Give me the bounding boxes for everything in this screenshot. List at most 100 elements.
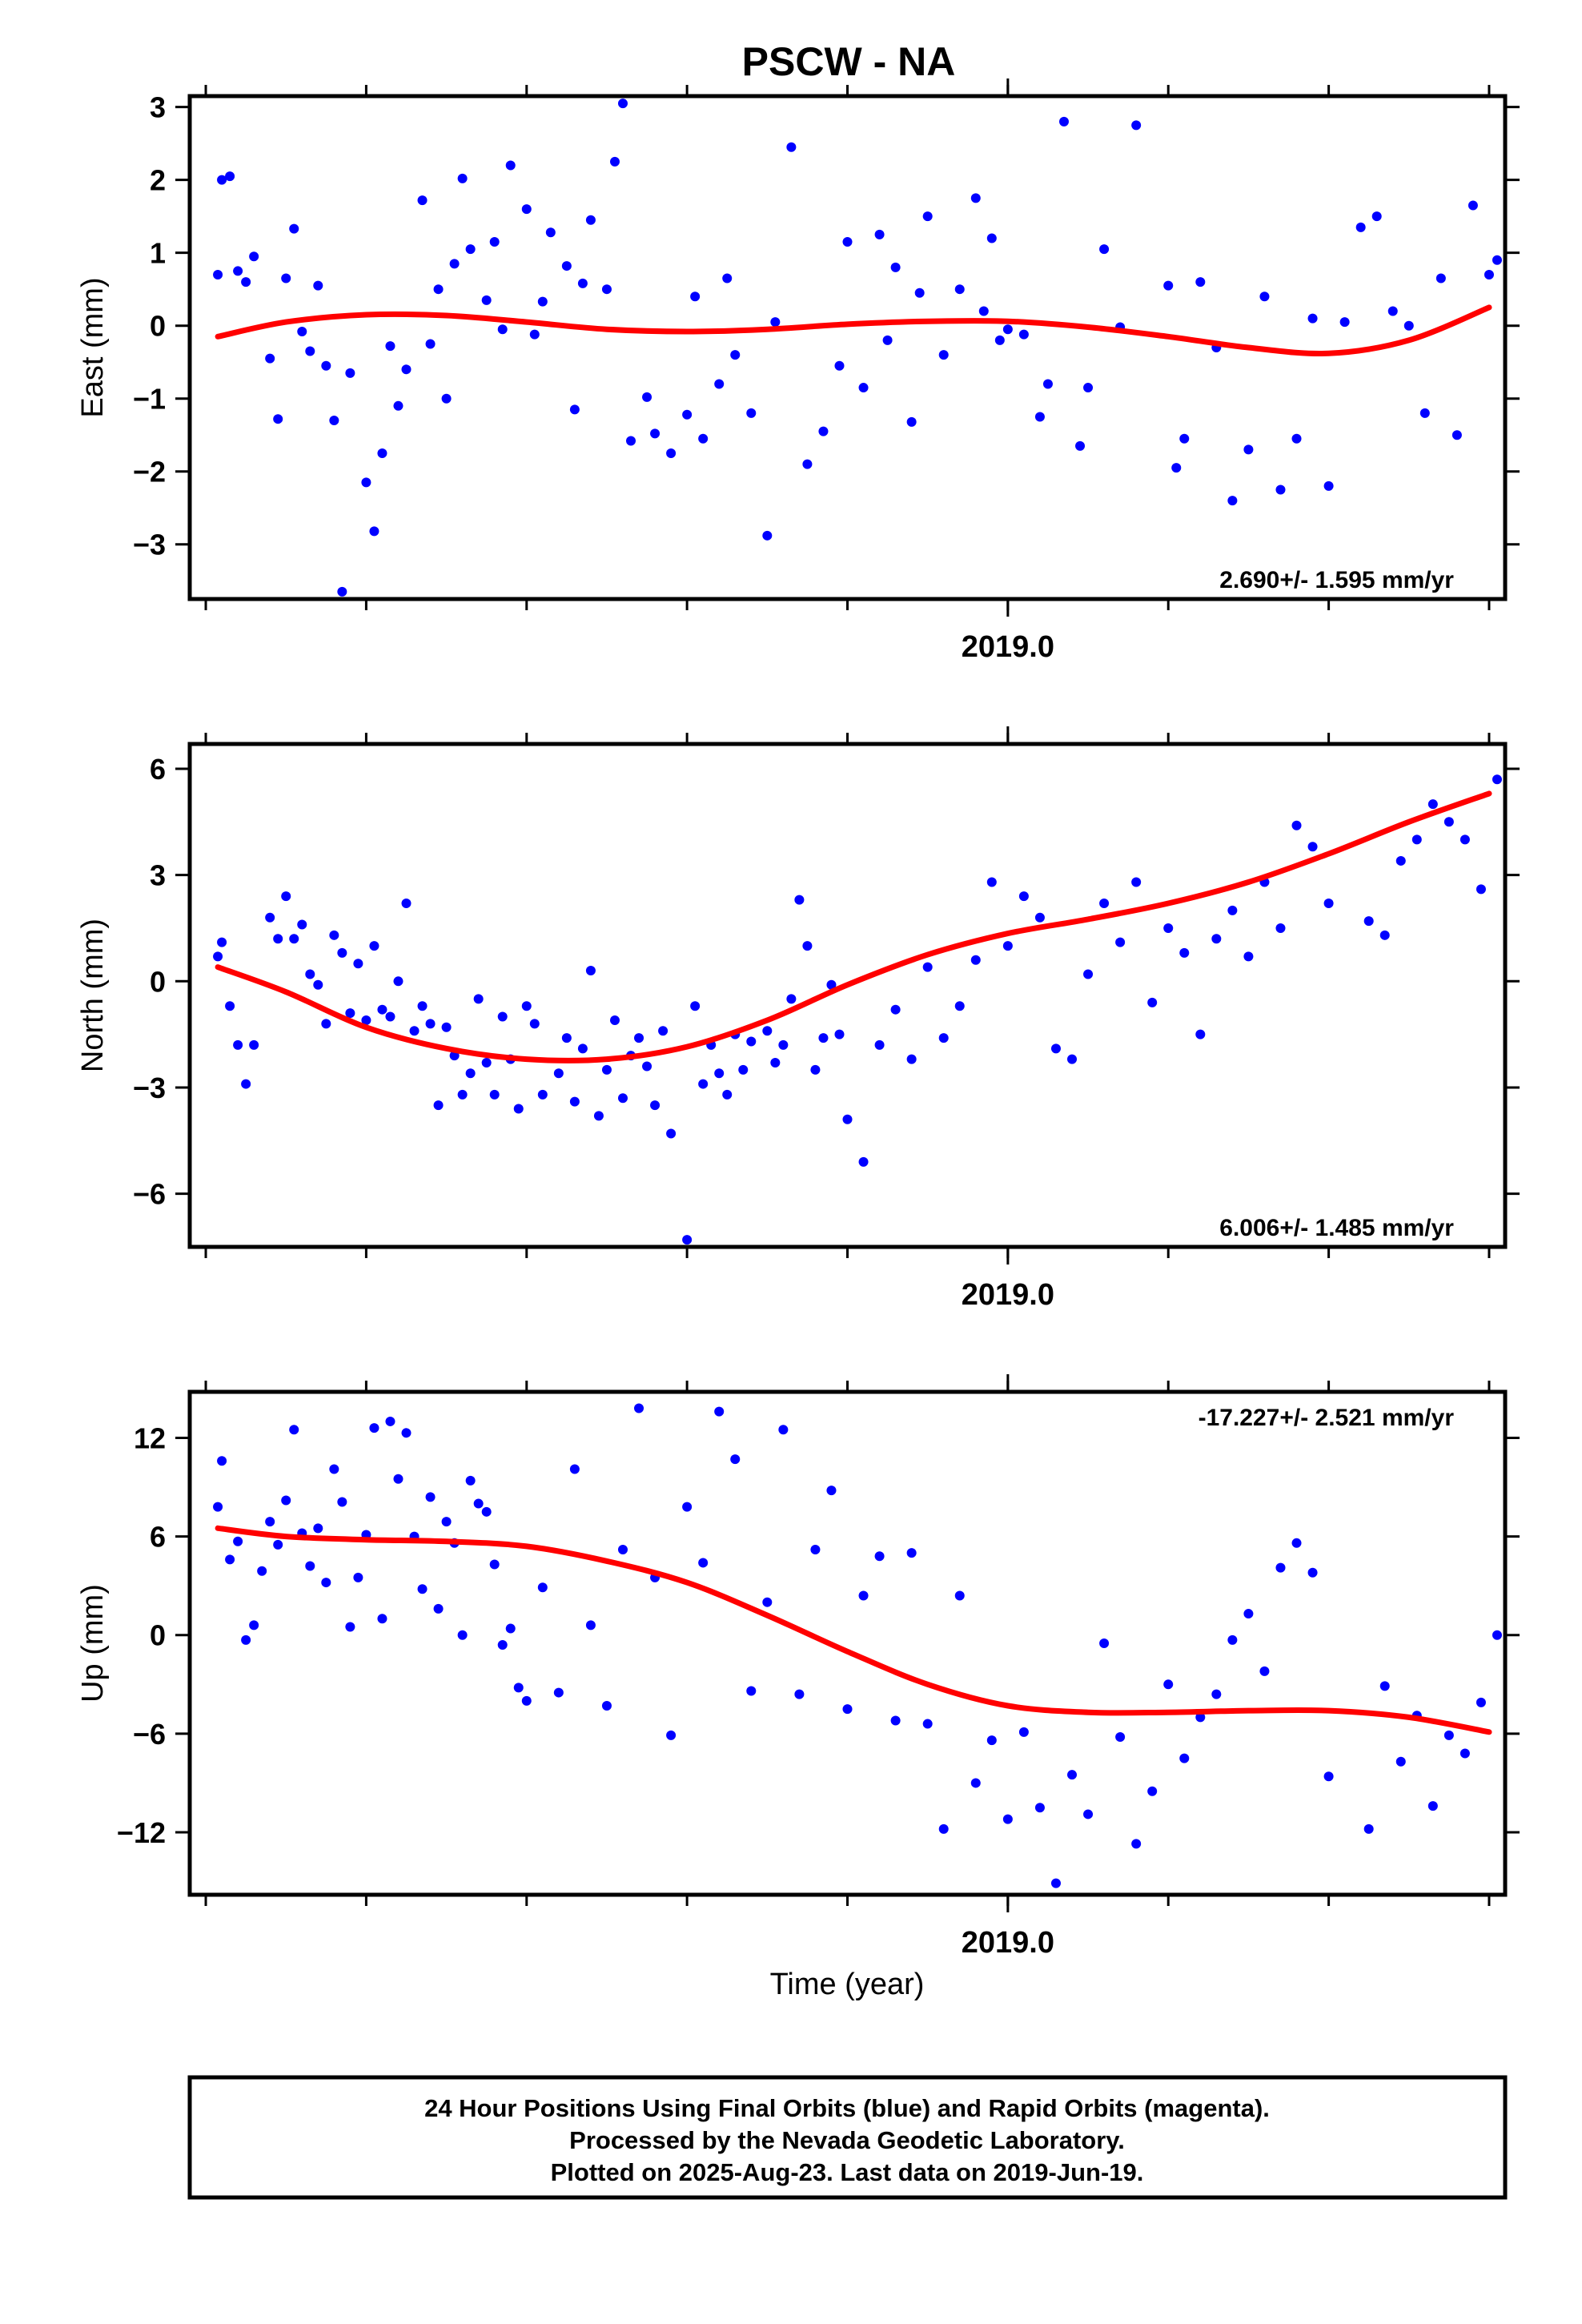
east-data-point — [842, 237, 853, 247]
east-data-point — [577, 278, 588, 288]
east-data-point — [489, 237, 500, 247]
east-data-point — [441, 393, 452, 404]
east-data-point — [425, 339, 436, 349]
east-data-point — [213, 269, 223, 279]
up-data-point — [634, 1403, 644, 1413]
east-data-point — [529, 329, 540, 340]
up-rate-label: -17.227+/- 2.521 mm/yr — [1199, 1405, 1455, 1431]
east-y-tick-label: −2 — [133, 456, 166, 489]
east-data-point — [265, 353, 275, 364]
east-rate-label: 2.690+/- 1.595 mm/yr — [1219, 567, 1454, 593]
north-data-point — [1291, 820, 1302, 830]
east-data-point — [682, 409, 693, 420]
north-data-point — [890, 1004, 901, 1015]
east-y-tick-label: −1 — [133, 383, 166, 416]
north-data-point — [601, 1064, 612, 1075]
north-data-point — [217, 937, 227, 947]
north-data-point — [698, 1079, 709, 1089]
east-data-point — [1435, 273, 1446, 283]
east-data-point — [305, 346, 315, 356]
east-data-point — [1163, 280, 1174, 291]
north-data-point — [465, 1068, 476, 1079]
east-data-point — [834, 360, 845, 371]
north-data-point — [497, 1011, 508, 1022]
up-y-tick-label: 12 — [134, 1421, 166, 1454]
east-data-point — [273, 414, 283, 424]
north-data-point — [794, 895, 805, 905]
north-data-point — [1018, 891, 1029, 902]
east-x-tick-label: 2019.0 — [962, 630, 1054, 664]
north-data-point — [1363, 916, 1374, 927]
up-data-point — [730, 1454, 741, 1465]
east-y-tick-label: 3 — [150, 91, 166, 124]
east-data-point — [858, 383, 869, 393]
up-data-point — [1050, 1878, 1061, 1888]
north-data-point — [842, 1114, 853, 1124]
up-data-point — [1379, 1681, 1390, 1691]
east-data-point — [241, 277, 251, 287]
east-data-point — [874, 229, 885, 239]
north-x-tick-label: 2019.0 — [962, 1278, 1054, 1312]
east-data-point — [986, 233, 997, 243]
east-data-point — [345, 368, 355, 378]
north-data-point — [409, 1026, 420, 1036]
north-data-point — [393, 976, 404, 987]
east-data-point — [690, 292, 701, 302]
up-y-axis-label: Up (mm) — [76, 1584, 110, 1703]
north-data-point — [337, 947, 347, 958]
up-data-point — [433, 1603, 444, 1614]
up-data-point — [1395, 1756, 1406, 1767]
north-data-point — [401, 899, 412, 909]
east-data-point — [914, 287, 925, 298]
up-data-point — [922, 1719, 933, 1729]
north-data-point — [265, 912, 275, 923]
footer-line-1: 24 Hour Positions Using Final Orbits (bl… — [424, 2094, 1270, 2122]
up-data-point — [1323, 1771, 1334, 1782]
up-data-point — [305, 1561, 315, 1571]
up-data-point — [986, 1735, 997, 1746]
north-panel: 2019.0 −6 −3 0 3 6 North (mm) 6.006+/- 1.485 mm… — [76, 726, 1520, 1312]
north-data-point — [241, 1079, 251, 1089]
north-data-point — [1243, 951, 1254, 962]
up-data-point — [401, 1428, 412, 1438]
up-data-point — [1179, 1753, 1190, 1763]
up-data-point — [289, 1425, 299, 1435]
north-data-point — [658, 1026, 669, 1036]
north-data-point — [738, 1064, 749, 1075]
up-data-point — [233, 1536, 243, 1546]
north-data-point — [1179, 947, 1190, 958]
up-data-point — [369, 1423, 379, 1433]
north-data-point — [802, 941, 813, 951]
east-data-point — [545, 227, 556, 238]
east-data-point — [746, 408, 757, 418]
north-y-tick-label: 0 — [150, 965, 166, 998]
north-data-point — [433, 1100, 444, 1111]
east-data-point — [698, 433, 709, 444]
east-data-point — [786, 142, 797, 152]
up-data-point — [1492, 1630, 1502, 1640]
north-data-point — [1211, 934, 1222, 944]
east-data-point — [585, 215, 596, 225]
north-y-tick-label: −3 — [133, 1072, 166, 1104]
up-data-point — [353, 1572, 363, 1582]
up-data-point — [762, 1597, 773, 1607]
up-data-point — [858, 1590, 869, 1601]
north-data-point — [906, 1054, 917, 1064]
up-data-point — [682, 1502, 693, 1512]
north-y-axis-label: North (mm) — [76, 919, 110, 1072]
east-data-point — [497, 324, 508, 335]
up-data-point — [1243, 1609, 1254, 1619]
up-data-point — [1291, 1538, 1302, 1548]
north-data-point — [1307, 842, 1318, 852]
north-data-point — [425, 1019, 436, 1029]
north-y-tick-label: −6 — [133, 1178, 166, 1211]
up-data-point — [217, 1456, 227, 1466]
x-axis-label: Time (year) — [770, 1968, 925, 2001]
north-data-point — [233, 1039, 243, 1050]
north-data-point — [786, 994, 797, 1004]
east-y-tick-label: 1 — [150, 237, 166, 270]
north-data-point — [810, 1064, 821, 1075]
up-y-tick-label: −6 — [133, 1718, 166, 1751]
north-data-point — [922, 962, 933, 972]
east-data-point — [369, 526, 379, 537]
